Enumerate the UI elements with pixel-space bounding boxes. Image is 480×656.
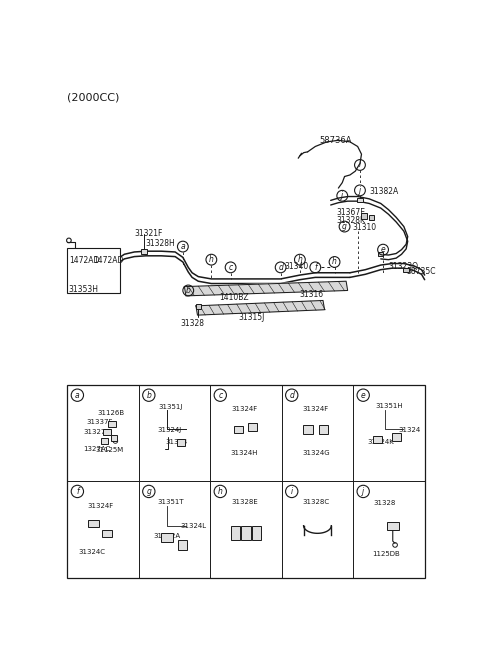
Bar	[234, 426, 243, 434]
Bar	[378, 253, 384, 256]
Text: 31324G: 31324G	[302, 450, 330, 456]
Text: g: g	[342, 222, 347, 231]
Bar	[177, 440, 184, 445]
Text: 31324: 31324	[165, 440, 187, 445]
Text: h: h	[332, 257, 337, 266]
Text: i: i	[291, 487, 293, 496]
Text: 31328E: 31328E	[231, 499, 258, 504]
Text: 31310: 31310	[352, 224, 376, 232]
Text: 31324J: 31324J	[157, 427, 182, 433]
Text: 31382A: 31382A	[153, 533, 180, 539]
Bar	[108, 421, 116, 427]
Text: 31351J: 31351J	[158, 404, 183, 410]
Bar	[392, 434, 401, 441]
Text: 31321F: 31321F	[134, 229, 163, 238]
Text: i: i	[359, 161, 361, 169]
Text: 31337F: 31337F	[86, 419, 113, 426]
Text: 31327: 31327	[84, 430, 106, 436]
Bar	[373, 436, 382, 443]
Bar	[103, 428, 111, 435]
Text: h: h	[209, 255, 214, 264]
Text: b: b	[146, 391, 151, 400]
Text: 31324F: 31324F	[303, 406, 329, 413]
Bar	[67, 248, 120, 293]
Text: 31324: 31324	[398, 427, 420, 433]
Text: 1472AD: 1472AD	[94, 256, 124, 265]
Text: (2000CC): (2000CC)	[67, 92, 120, 102]
Text: 31324L: 31324L	[180, 523, 207, 529]
Text: 31351T: 31351T	[157, 499, 184, 504]
Text: e: e	[361, 391, 366, 400]
Text: a: a	[75, 391, 80, 400]
Bar	[248, 423, 257, 431]
Text: 31324K: 31324K	[367, 440, 394, 445]
Text: 31324H: 31324H	[231, 450, 258, 456]
Text: 58736A: 58736A	[319, 136, 352, 146]
Bar	[404, 268, 409, 272]
Text: 31324F: 31324F	[231, 406, 258, 413]
Bar	[101, 438, 108, 444]
Text: 1125DB: 1125DB	[372, 551, 400, 557]
Bar	[303, 425, 313, 434]
Text: e: e	[381, 245, 385, 254]
Text: 31328: 31328	[374, 501, 396, 506]
Text: 31353H: 31353H	[69, 285, 99, 294]
Bar	[386, 522, 399, 529]
Text: 58735C: 58735C	[406, 268, 436, 276]
Text: 31323Q: 31323Q	[388, 262, 419, 271]
Bar	[178, 541, 187, 550]
Bar	[111, 435, 117, 441]
Bar	[67, 385, 425, 578]
Polygon shape	[196, 300, 324, 315]
Text: d: d	[278, 263, 283, 272]
Text: 31340: 31340	[285, 262, 309, 271]
Text: h: h	[218, 487, 223, 496]
Text: 1327AC: 1327AC	[83, 445, 110, 451]
Text: 31367E: 31367E	[337, 208, 366, 217]
Text: 31125M: 31125M	[95, 447, 123, 453]
Bar	[361, 213, 367, 219]
Bar	[161, 533, 173, 542]
Text: 31328H: 31328H	[146, 239, 176, 248]
Text: c: c	[228, 263, 233, 272]
Text: g: g	[146, 487, 151, 496]
Text: 1410BZ: 1410BZ	[219, 293, 249, 302]
Text: 31324C: 31324C	[78, 549, 105, 555]
Text: b: b	[186, 286, 191, 295]
Text: f: f	[314, 263, 317, 272]
Bar	[102, 529, 112, 537]
Text: j: j	[359, 186, 361, 195]
Text: f: f	[76, 487, 79, 496]
Text: c: c	[218, 391, 222, 400]
Polygon shape	[184, 281, 348, 296]
Text: 31351H: 31351H	[375, 403, 403, 409]
Bar	[369, 215, 374, 220]
Text: 31328: 31328	[180, 319, 204, 328]
Bar	[141, 249, 147, 253]
Text: 31315J: 31315J	[238, 313, 264, 322]
Text: h: h	[298, 255, 302, 264]
Text: 31328C: 31328C	[302, 499, 329, 504]
Bar	[88, 520, 99, 527]
Text: 31324F: 31324F	[88, 502, 114, 508]
Bar	[319, 425, 328, 434]
Bar	[230, 527, 240, 541]
Text: j: j	[362, 487, 364, 496]
Text: j: j	[341, 192, 343, 200]
Text: 31382A: 31382A	[369, 186, 398, 195]
Text: d: d	[289, 391, 294, 400]
Bar	[357, 197, 363, 201]
Text: a: a	[180, 242, 185, 251]
Text: 31328K: 31328K	[337, 216, 366, 225]
Text: 31126B: 31126B	[97, 410, 124, 416]
Bar	[252, 527, 262, 541]
Text: 1472AD: 1472AD	[69, 256, 99, 265]
Text: 31316: 31316	[300, 290, 324, 298]
Bar	[196, 304, 201, 309]
Bar	[241, 527, 251, 541]
